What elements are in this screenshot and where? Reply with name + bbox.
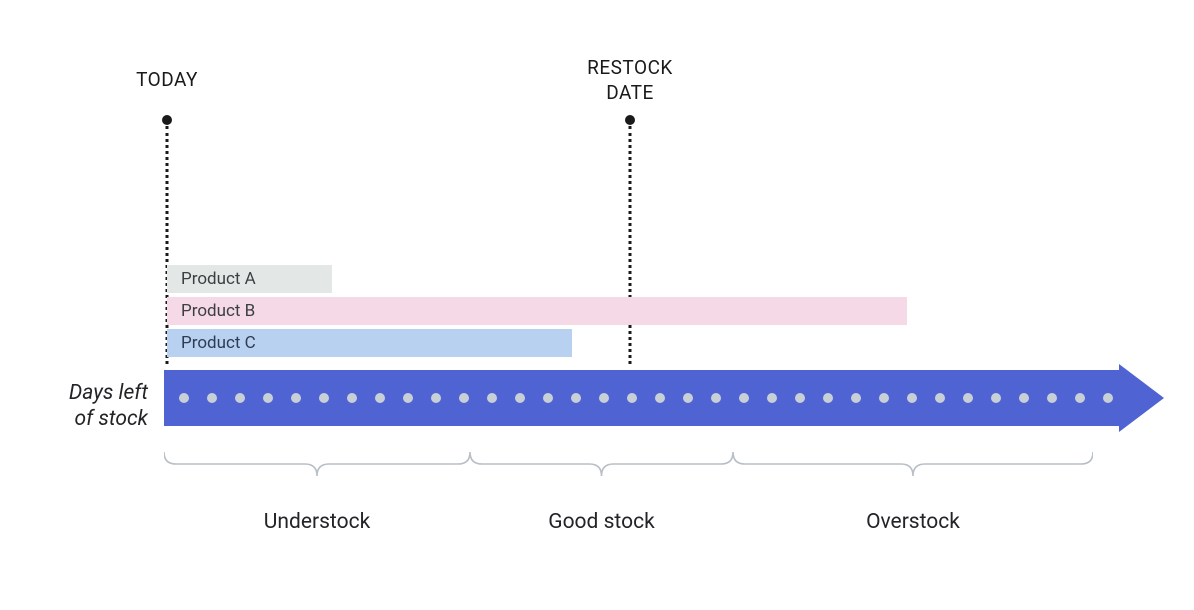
marker-dot bbox=[162, 115, 172, 125]
zone-label-overstock: Overstock bbox=[866, 510, 960, 534]
zone-brace bbox=[470, 452, 733, 480]
zone-brace bbox=[164, 452, 470, 480]
marker-label-restock: RESTOCK DATE bbox=[587, 56, 673, 105]
product-bar-c: Product C bbox=[167, 329, 572, 357]
zone-label-good-stock: Good stock bbox=[548, 510, 654, 534]
product-bar-a: Product A bbox=[167, 265, 332, 293]
marker-dot bbox=[625, 115, 635, 125]
marker-label-today: TODAY bbox=[136, 68, 198, 93]
zone-label-understock: Understock bbox=[264, 510, 370, 534]
axis-label: Days left of stock bbox=[30, 380, 148, 433]
product-bar-b: Product B bbox=[167, 297, 907, 325]
stock-timeline-diagram: Days left of stock TODAY RESTOCK DATE Produ… bbox=[0, 0, 1194, 610]
marker-line bbox=[629, 126, 632, 364]
timeline-arrow bbox=[164, 370, 1164, 426]
zone-brace bbox=[733, 452, 1093, 480]
